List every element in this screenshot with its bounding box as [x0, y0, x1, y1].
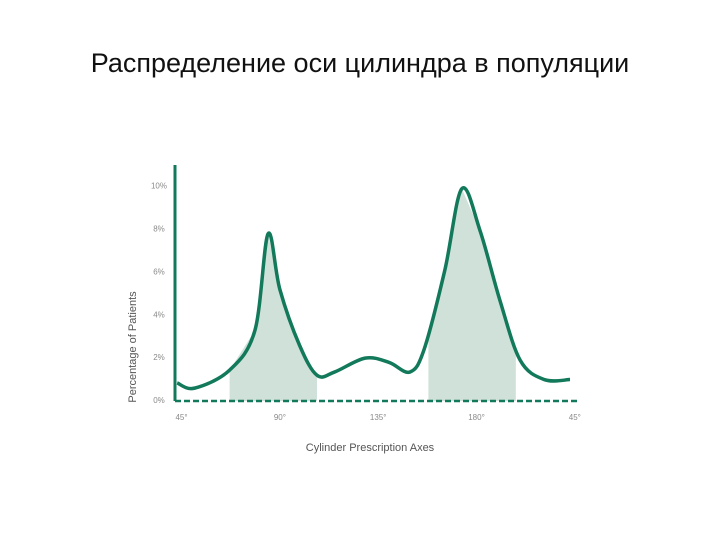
x-tick-label: 90°: [274, 413, 286, 422]
x-tick-label: 180°: [468, 413, 485, 422]
y-tick-label: 6%: [153, 267, 165, 276]
y-tick-label: 8%: [153, 225, 165, 234]
slide-title: Распределение оси цилиндра в популяции: [90, 48, 630, 78]
x-axis-title: Cylinder Prescription Axes: [306, 442, 435, 454]
y-tick-label: 4%: [153, 310, 165, 319]
shaded-region: [428, 188, 516, 401]
data-line: [176, 186, 571, 391]
x-tick-label: 45°: [569, 413, 581, 422]
x-tick-label: 45°: [175, 413, 187, 422]
y-tick-label: 2%: [153, 353, 165, 362]
y-axis-title: Percentage of Patients: [127, 291, 139, 403]
y-tick-label: 0%: [153, 396, 165, 405]
x-tick-label: 135°: [370, 413, 387, 422]
shaded-region: [229, 233, 318, 401]
y-tick-label: 10%: [151, 182, 167, 191]
